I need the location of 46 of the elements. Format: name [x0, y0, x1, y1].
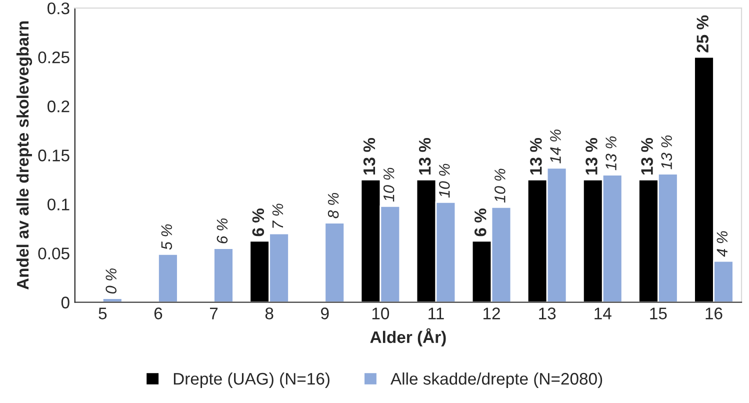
data-label: 10 % — [438, 164, 450, 198]
x-tick-label: 14 — [594, 308, 612, 320]
data-label: 5 % — [161, 224, 172, 250]
x-tick-label: 10 — [372, 308, 390, 320]
y-tick-label: 0.15 — [38, 150, 70, 162]
x-tick-label: 12 — [484, 308, 500, 320]
y-tick-label: 0.1 — [48, 198, 70, 210]
data-label: 13 % — [586, 138, 598, 174]
data-label: 13 % — [418, 138, 431, 174]
x-tick-label: 15 — [650, 308, 667, 320]
legend-label: Alle skadde/drepte (N=2080) — [390, 372, 602, 388]
data-label: 13 % — [606, 136, 616, 170]
x-tick-label: 8 — [265, 308, 274, 320]
y-tick-label: 0.25 — [38, 51, 70, 64]
data-label: 10 % — [494, 168, 506, 203]
data-label: 6 % — [252, 208, 264, 236]
data-label: 25 % — [696, 15, 708, 52]
x-tick-label: 11 — [428, 308, 444, 320]
y-axis-title: Andel av alle drepte skolevegbarn — [16, 21, 32, 290]
x-tick-label: 13 — [539, 308, 556, 320]
data-label: 0 % — [106, 268, 116, 294]
data-label: 13 % — [661, 135, 672, 170]
bar — [158, 254, 178, 302]
x-axis-title: Alder (År) — [370, 328, 446, 346]
legend-label: Drepte (UAG) (N=16) — [174, 372, 330, 388]
data-label: 13 % — [641, 138, 653, 174]
x-tick-label: 5 — [98, 308, 107, 320]
y-tick-label: 0.05 — [38, 248, 70, 260]
data-label: 6 % — [474, 208, 486, 236]
bar — [213, 248, 234, 302]
data-label: 6 % — [216, 218, 228, 244]
data-label: 13 % — [363, 138, 376, 174]
data-label: 14 % — [550, 130, 561, 164]
x-tick-label: 9 — [321, 308, 329, 320]
data-label: 7 % — [272, 204, 284, 228]
data-label: 13 % — [530, 138, 542, 174]
bar — [324, 222, 346, 302]
y-tick-label: 0.3 — [48, 2, 70, 14]
x-tick-label: 7 — [210, 308, 218, 320]
y-tick-label: 0 — [61, 296, 70, 308]
x-tick-label: 6 — [154, 308, 162, 320]
data-label: 10 % — [383, 168, 394, 202]
data-label: 4 % — [716, 231, 728, 257]
x-tick-label: 16 — [706, 308, 722, 320]
data-label: 8 % — [328, 192, 339, 218]
y-tick-label: 0.2 — [48, 100, 70, 112]
